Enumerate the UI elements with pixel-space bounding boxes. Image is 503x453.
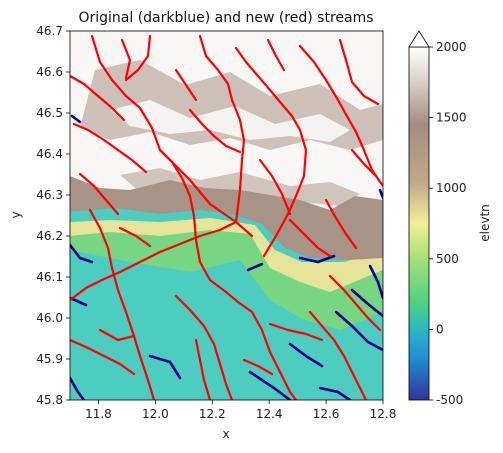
new-stream-path	[298, 44, 383, 188]
x-tick-label: 11.8	[85, 407, 112, 421]
colorbar: -500 0 500 1000 1500 2000 elevtn	[408, 30, 492, 407]
x-tick-label: 12.2	[199, 407, 226, 421]
original-stream-path	[70, 114, 82, 124]
new-stream-path	[324, 198, 358, 250]
y-tick-label: 46.7	[36, 24, 63, 38]
y-tick-label: 46.4	[36, 147, 63, 161]
new-stream-path	[242, 358, 274, 376]
lowland-area	[70, 225, 383, 330]
x-axis-label: x	[222, 427, 229, 441]
y-axis: 45.8 45.9 46.0 46.1 46.2 46.3 46.4 46.5 46.6 46.7	[36, 24, 70, 407]
new-stream-path	[224, 290, 298, 400]
new-stream-path	[70, 74, 126, 122]
new-stream-path	[194, 338, 212, 400]
colorbar-ticks: -500 0 500 1000 1500 2000	[429, 40, 467, 407]
y-tick-label: 46.2	[36, 229, 63, 243]
colorbar-gradient	[408, 46, 430, 401]
x-tick-label: 12.0	[142, 407, 169, 421]
new-stream-path	[234, 46, 308, 258]
new-stream-path	[198, 34, 246, 224]
original-stream-path	[248, 370, 292, 400]
plot-area-frame	[69, 30, 384, 401]
x-tick-label: 12.8	[370, 407, 397, 421]
original-stream-path	[70, 243, 94, 264]
midland-area	[70, 218, 383, 292]
colorbar-extend-arrow	[408, 30, 430, 48]
new-stream-path	[78, 172, 120, 216]
ridge-area-2	[110, 100, 350, 142]
new-stream-path	[124, 34, 152, 82]
new-stream-path	[174, 294, 234, 400]
original-stream-path	[318, 386, 352, 400]
new-stream-path	[70, 220, 238, 302]
colorbar-tick-label: 1000	[436, 181, 467, 195]
colorbar-tick-label: 500	[436, 252, 459, 266]
original-stream-path	[350, 288, 383, 318]
y-tick-label: 46.5	[36, 106, 63, 120]
colorbar-tick-label: 1500	[436, 111, 467, 125]
new-stream-path	[328, 274, 382, 332]
x-tick-label: 12.4	[256, 407, 283, 421]
new-stream-path	[268, 322, 324, 342]
new-stream-path	[72, 122, 148, 174]
y-tick-label: 45.8	[36, 393, 63, 407]
original-stream-path	[70, 376, 86, 400]
new-stream-path	[258, 158, 292, 216]
new-stream-path	[120, 38, 132, 80]
new-stream-path	[288, 218, 332, 258]
original-stream-path	[334, 310, 383, 352]
new-stream-path	[88, 208, 156, 400]
colorbar-tick-label: 2000	[436, 40, 467, 54]
original-stream-path	[246, 262, 264, 272]
new-stream-path	[118, 226, 152, 248]
new-stream-path	[70, 338, 136, 376]
original-stream-path	[148, 354, 182, 380]
x-tick-label: 12.6	[313, 407, 340, 421]
y-tick-label: 46.0	[36, 311, 63, 325]
original-stream-path	[288, 342, 324, 368]
original-stream-path	[378, 188, 383, 200]
elevation-map	[70, 31, 383, 400]
y-tick-label: 46.1	[36, 270, 63, 284]
new-stream-path	[266, 38, 286, 72]
y-tick-label: 45.9	[36, 352, 63, 366]
new-stream-path	[338, 38, 380, 106]
chart-title: Original (darkblue) and new (red) stream…	[78, 10, 373, 26]
new-stream-path	[308, 310, 368, 400]
colorbar-tick-label: 0	[436, 322, 444, 336]
y-tick-label: 46.3	[36, 188, 63, 202]
y-axis-label: y	[9, 211, 23, 218]
colorbar-tick-label: -500	[436, 393, 463, 407]
new-stream-path	[98, 328, 136, 342]
new-stream-path	[174, 68, 198, 102]
original-stream-path	[298, 254, 336, 264]
new-stream-path	[158, 148, 228, 294]
new-streams	[70, 34, 383, 400]
original-stream-path	[368, 264, 383, 300]
x-axis: 11.8 12.0 12.2 12.4 12.6 12.8	[85, 400, 396, 421]
y-tick-label: 46.6	[36, 65, 63, 79]
new-stream-path	[188, 108, 242, 154]
new-stream-path	[350, 148, 378, 178]
colorbar-label: elevtn	[478, 204, 492, 242]
new-stream-path	[90, 34, 254, 238]
